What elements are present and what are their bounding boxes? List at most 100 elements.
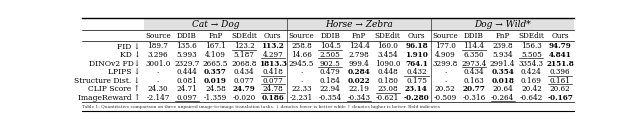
Text: 24.78: 24.78: [262, 85, 283, 93]
Text: 0.418: 0.418: [262, 68, 284, 76]
Text: 14.66: 14.66: [291, 51, 312, 59]
Text: DDIB: DDIB: [464, 32, 484, 40]
Text: 167.1: 167.1: [205, 42, 226, 50]
Text: ImageReward ↑: ImageReward ↑: [78, 94, 140, 102]
Text: 239.8: 239.8: [492, 42, 513, 50]
Text: -0.621: -0.621: [376, 94, 399, 102]
Text: 24.79: 24.79: [233, 85, 255, 93]
Text: 5.993: 5.993: [177, 51, 197, 59]
Text: Table 1: Quantitative comparison on three unpaired image-to-image translation ta: Table 1: Quantitative comparison on thre…: [81, 105, 440, 109]
Text: Horse → Zebra: Horse → Zebra: [325, 20, 393, 29]
Text: 0.396: 0.396: [550, 68, 570, 76]
Text: 6.350: 6.350: [463, 51, 484, 59]
Text: 4.109: 4.109: [205, 51, 226, 59]
Text: 0.357: 0.357: [204, 68, 227, 76]
Text: 2.505: 2.505: [320, 51, 340, 59]
Text: 999.4: 999.4: [349, 60, 369, 68]
Bar: [287, 18, 431, 30]
Text: 2329.7: 2329.7: [174, 60, 199, 68]
Text: 0.432: 0.432: [406, 68, 427, 76]
Text: Ours: Ours: [551, 32, 569, 40]
Bar: [431, 18, 575, 30]
Text: PnP: PnP: [352, 32, 366, 40]
Text: Source: Source: [289, 32, 314, 40]
Text: DDIB: DDIB: [177, 32, 196, 40]
Text: 124.4: 124.4: [349, 42, 369, 50]
Text: 0.077: 0.077: [262, 77, 283, 85]
Text: ·: ·: [300, 68, 303, 76]
Text: 902.5: 902.5: [320, 60, 340, 68]
Text: 2945.5: 2945.5: [289, 60, 314, 68]
Text: LPIPS ↓: LPIPS ↓: [108, 68, 140, 76]
Text: CLIP Score ↑: CLIP Score ↑: [88, 85, 140, 93]
Text: 22.94: 22.94: [320, 85, 340, 93]
Text: 3.454: 3.454: [378, 51, 398, 59]
Text: 3299.8: 3299.8: [433, 60, 458, 68]
Text: -0.509: -0.509: [433, 94, 457, 102]
Text: -0.343: -0.343: [348, 94, 371, 102]
Text: Source: Source: [145, 32, 171, 40]
Text: SDEdit: SDEdit: [518, 32, 544, 40]
Text: Source: Source: [432, 32, 458, 40]
Text: -0.167: -0.167: [547, 94, 573, 102]
Text: 2665.5: 2665.5: [203, 60, 228, 68]
Text: 258.8: 258.8: [291, 42, 312, 50]
Text: 2991.4: 2991.4: [490, 60, 515, 68]
Text: DINOv2 FD↓: DINOv2 FD↓: [89, 60, 140, 68]
Text: 123.2: 123.2: [234, 42, 255, 50]
Text: 94.79: 94.79: [548, 42, 572, 50]
Text: 156.3: 156.3: [521, 42, 541, 50]
Text: 2151.8: 2151.8: [546, 60, 574, 68]
Text: 5.505: 5.505: [521, 51, 541, 59]
Text: 24.30: 24.30: [148, 85, 168, 93]
Text: 0.424: 0.424: [521, 68, 541, 76]
Text: -1.359: -1.359: [204, 94, 227, 102]
Text: 4.841: 4.841: [548, 51, 572, 59]
Text: 20.62: 20.62: [550, 85, 570, 93]
Text: 23.08: 23.08: [378, 85, 398, 93]
Text: 0.022: 0.022: [348, 77, 371, 85]
Text: 0.479: 0.479: [320, 68, 340, 76]
Text: 0.081: 0.081: [176, 77, 197, 85]
Text: 135.6: 135.6: [176, 42, 197, 50]
Text: Structure Dist. ↓: Structure Dist. ↓: [74, 77, 140, 85]
Text: 0.448: 0.448: [378, 68, 398, 76]
Text: ·: ·: [444, 68, 446, 76]
Text: -0.642: -0.642: [520, 94, 543, 102]
Text: 4.297: 4.297: [262, 51, 283, 59]
Text: KD ↓: KD ↓: [120, 51, 140, 59]
Text: 0.284: 0.284: [348, 68, 371, 76]
Text: 24.71: 24.71: [176, 85, 197, 93]
Text: 3001.0: 3001.0: [145, 60, 171, 68]
Text: 1090.0: 1090.0: [375, 60, 401, 68]
Text: 104.5: 104.5: [320, 42, 340, 50]
Text: 0.186: 0.186: [262, 94, 284, 102]
Text: Dog → Wild*: Dog → Wild*: [474, 20, 531, 29]
Text: 3354.3: 3354.3: [519, 60, 544, 68]
Text: -2.147: -2.147: [146, 94, 170, 102]
Text: -0.020: -0.020: [232, 94, 256, 102]
Text: 0.163: 0.163: [463, 77, 484, 85]
Text: 189.7: 189.7: [147, 42, 168, 50]
Text: 2973.4: 2973.4: [461, 60, 486, 68]
Text: 764.1: 764.1: [405, 60, 428, 68]
Text: FID ↓: FID ↓: [117, 42, 140, 50]
Text: 5.934: 5.934: [492, 51, 513, 59]
Text: 20.64: 20.64: [492, 85, 513, 93]
Bar: [143, 18, 287, 30]
Text: -0.264: -0.264: [491, 94, 515, 102]
Text: ·: ·: [157, 77, 159, 85]
Text: 23.14: 23.14: [405, 85, 428, 93]
Text: 160.0: 160.0: [378, 42, 398, 50]
Text: 20.42: 20.42: [521, 85, 541, 93]
Text: 22.33: 22.33: [291, 85, 312, 93]
Text: 3.296: 3.296: [148, 51, 168, 59]
Text: 0.018: 0.018: [491, 77, 514, 85]
Text: 24.58: 24.58: [205, 85, 226, 93]
Text: PnP: PnP: [208, 32, 223, 40]
Text: 22.19: 22.19: [349, 85, 369, 93]
Text: 0.161: 0.161: [550, 77, 571, 85]
Text: 0.077: 0.077: [234, 77, 255, 85]
Text: 5.187: 5.187: [234, 51, 255, 59]
Text: 113.2: 113.2: [261, 42, 284, 50]
